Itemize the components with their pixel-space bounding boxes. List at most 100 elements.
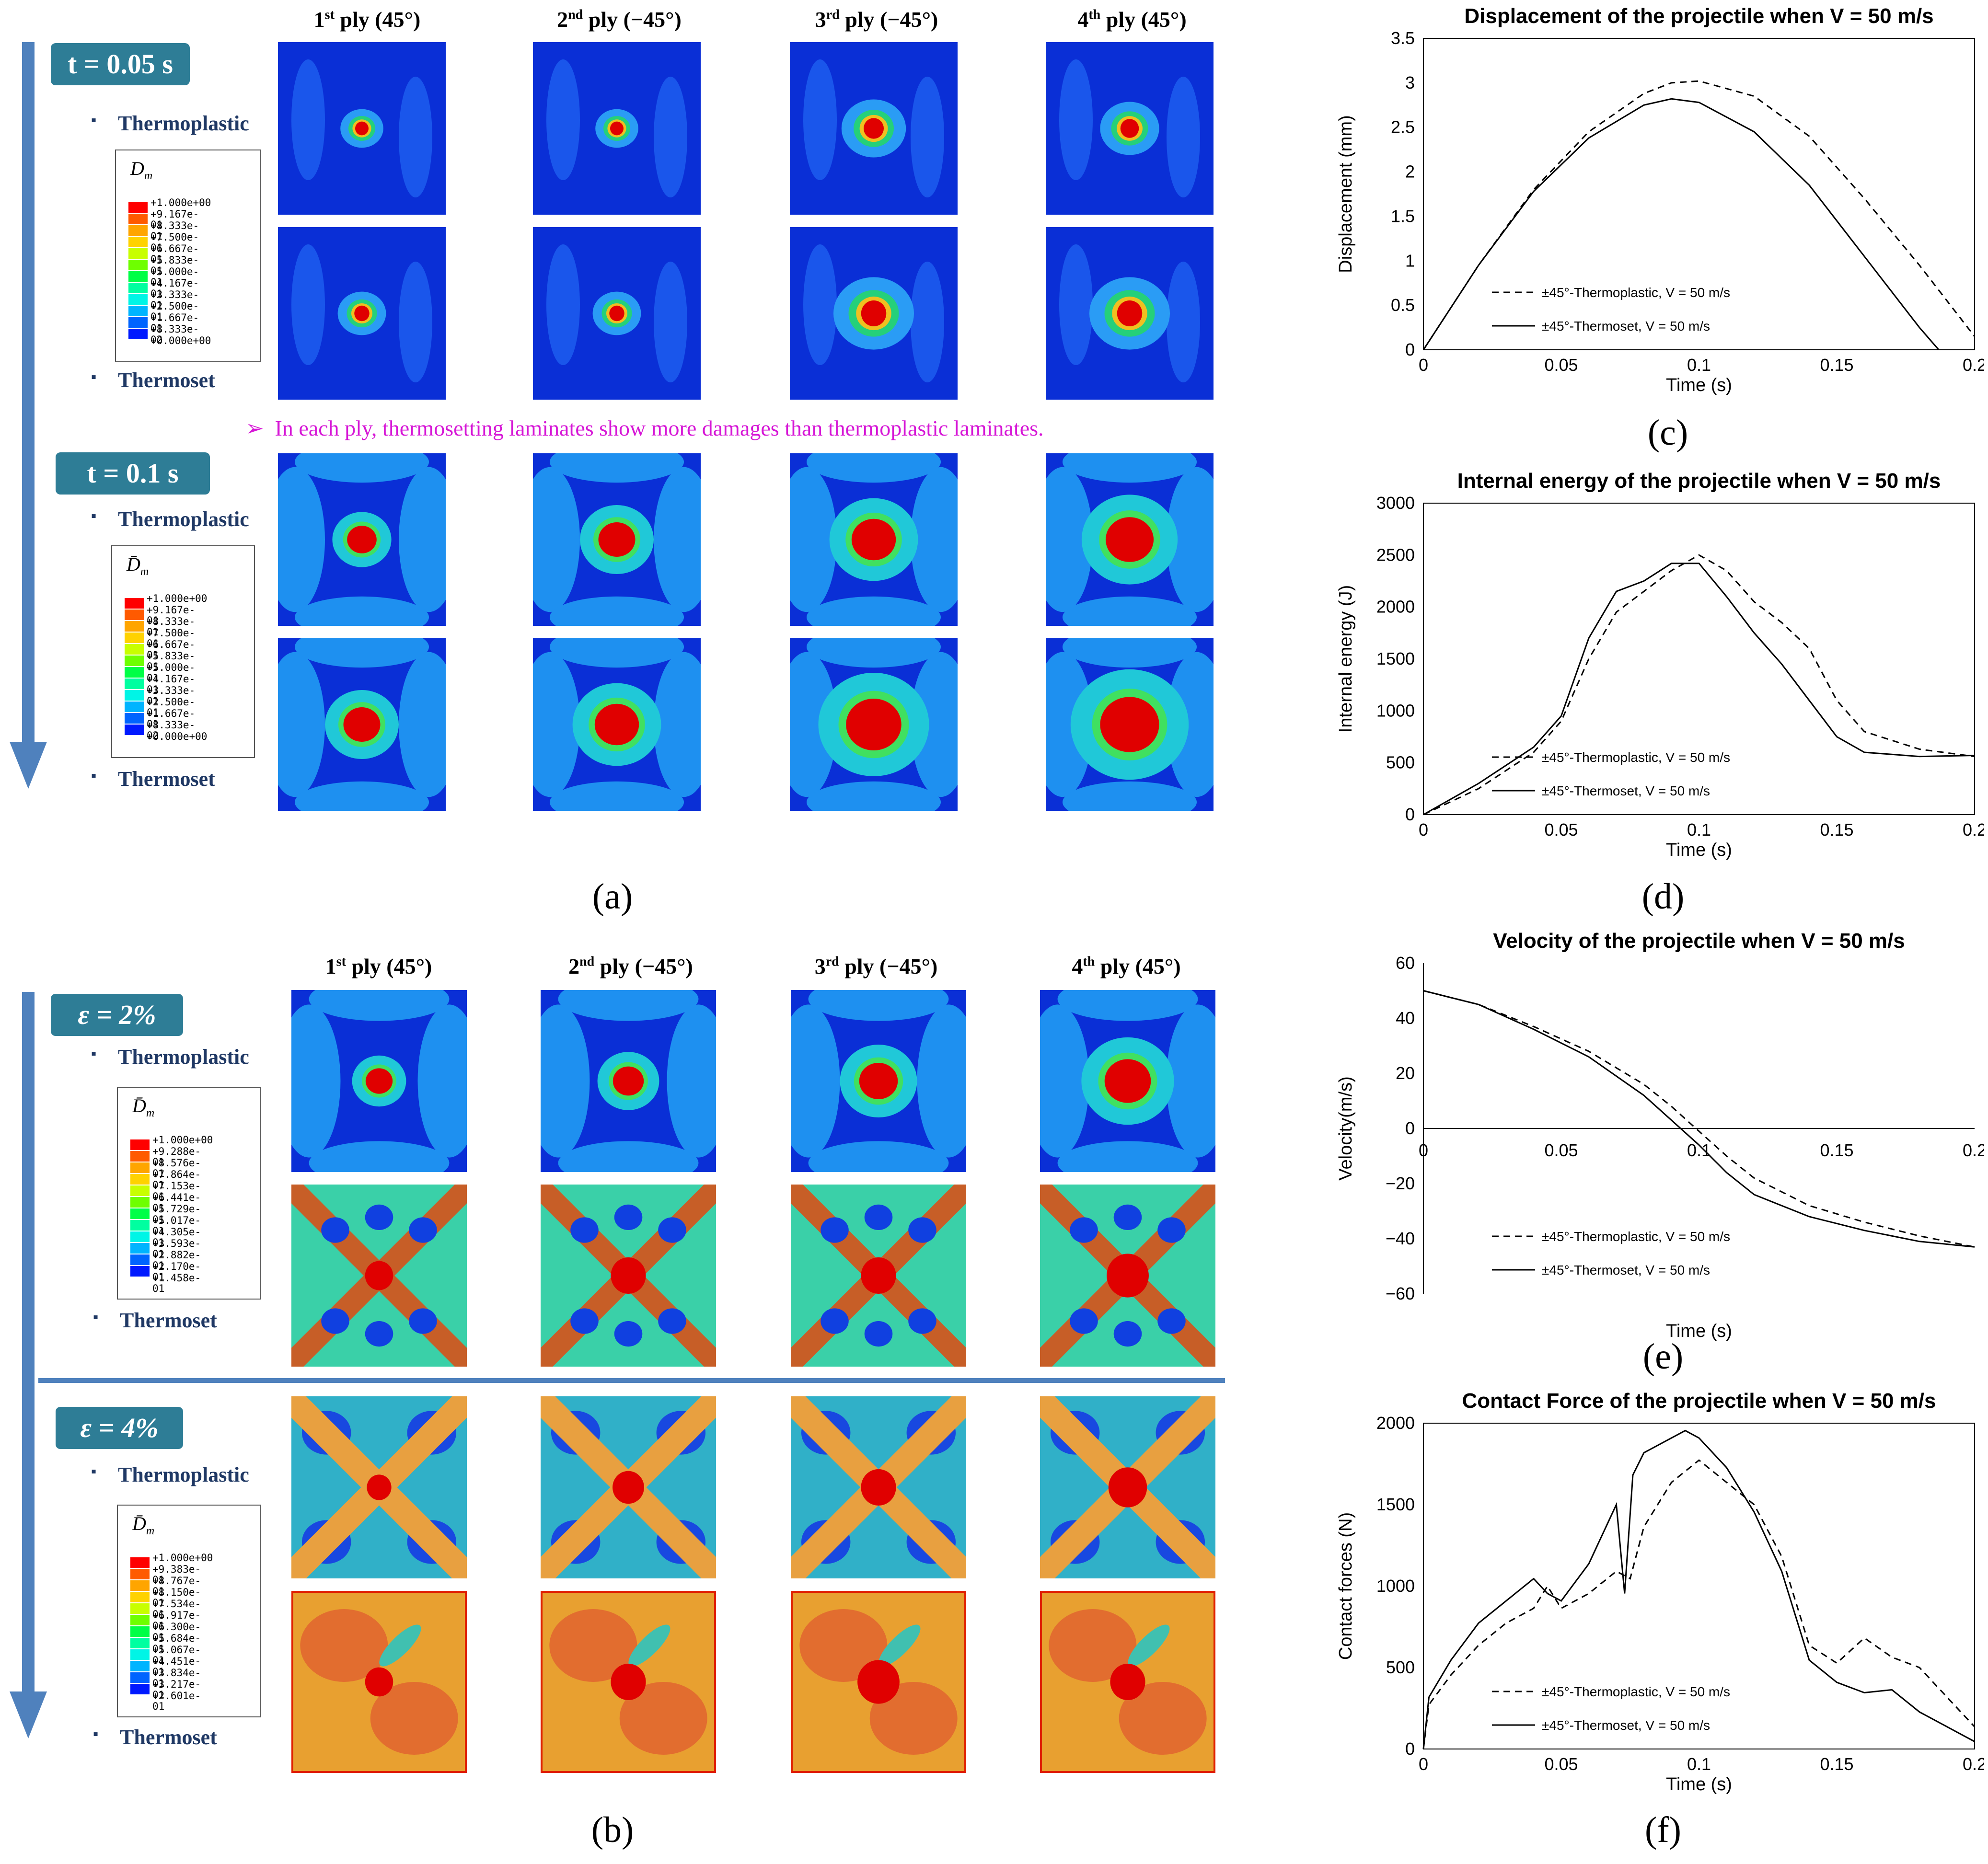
chart-d: Internal energy of the projectile when V… (1313, 465, 1987, 867)
y-tick-label: 1000 (1376, 701, 1415, 720)
legend-swatch (128, 237, 148, 247)
damage-contour-image (278, 42, 446, 215)
legend-value: +2.601e-01 (152, 1690, 201, 1712)
thermoset-label-a1: Thermoset (91, 368, 215, 392)
legend-value: +5.833e-01 (150, 254, 199, 276)
strain-label-1: ε = 2% (51, 994, 183, 1036)
legend-value: +0.000e+00 (150, 335, 211, 346)
legend-swatch (125, 690, 144, 701)
y-axis-label: Displacement (mm) (1336, 115, 1356, 273)
legend-value: +9.167e-01 (150, 208, 199, 230)
legend-value: +4.167e-01 (150, 277, 199, 299)
legend-value: +7.534e-01 (152, 1598, 201, 1620)
legend-swatch (130, 1231, 150, 1242)
damage-contour-image (1040, 1185, 1215, 1367)
damage-contour-image (791, 1396, 966, 1578)
legend-value: +1.000e+00 (147, 593, 208, 604)
panel-label-b: (b) (591, 1810, 634, 1850)
legend-swatch (130, 1174, 150, 1185)
thermoplastic-label-b1: Thermoplastic (91, 1045, 249, 1069)
legend-value: +6.300e-01 (152, 1621, 201, 1643)
legend-swatch (128, 329, 148, 339)
legend-value: +4.451e-01 (152, 1656, 201, 1678)
y-tick-label: 3000 (1376, 493, 1415, 513)
legend-swatch (130, 1672, 150, 1683)
damage-contour-image (541, 990, 716, 1172)
thermoplastic-label-a1: Thermoplastic (91, 111, 249, 136)
y-tick-label: −20 (1386, 1174, 1415, 1193)
ply-header-b4: 4th ply (45°) (1072, 954, 1181, 978)
damage-contour-image (533, 227, 701, 400)
legend-value: +0.000e+00 (147, 731, 208, 742)
y-axis-label: Contact forces (N) (1336, 1512, 1356, 1660)
y-tick-label: 1 (1405, 251, 1415, 270)
y-tick-label: 2000 (1376, 597, 1415, 617)
legend-swatch (128, 271, 148, 282)
y-tick-label: −40 (1386, 1229, 1415, 1248)
chart-e: Velocity of the projectile when V = 50 m… (1313, 925, 1987, 1346)
x-axis-label: Time (s) (1666, 840, 1732, 860)
damage-contour-image (278, 227, 446, 400)
legend-swatch (125, 725, 144, 735)
legend-value: +8.333e-02 (150, 323, 199, 345)
legend-value: +2.882e-01 (152, 1249, 201, 1271)
legend-value: +4.167e-01 (147, 673, 196, 695)
legend-value: +2.500e-01 (150, 300, 199, 322)
legend-swatch (130, 1151, 150, 1162)
legend-value: +5.000e-01 (150, 266, 199, 288)
legend-label: ±45°-Thermoplastic, V = 50 m/s (1542, 285, 1730, 300)
ply-header-b3: 3rd ply (−45°) (814, 954, 938, 978)
legend-value: +5.833e-01 (147, 650, 196, 672)
x-tick-label: 0 (1419, 1140, 1428, 1160)
legend-value: +8.333e-01 (150, 220, 199, 242)
y-tick-label: 20 (1396, 1063, 1415, 1083)
damage-contour-image (791, 1185, 966, 1367)
legend-swatch (128, 283, 148, 293)
damage-contour-image (291, 1396, 467, 1578)
damage-contour-image (1046, 638, 1214, 811)
legend-a1: Dm +1.000e+00 +9.167e-01 +8.333e-01 +7.500e… (115, 150, 261, 362)
legend-swatch (125, 598, 144, 609)
legend-swatch (125, 667, 144, 678)
legend-swatch (125, 679, 144, 689)
legend-swatch (130, 1569, 150, 1579)
x-tick-label: 0.05 (1544, 1754, 1578, 1774)
y-tick-label: 40 (1396, 1008, 1415, 1028)
x-tick-label: 0.2 (1963, 1140, 1984, 1160)
legend-swatch (130, 1208, 150, 1219)
legend-label: ±45°-Thermoplastic, V = 50 m/s (1542, 1229, 1730, 1244)
y-axis-label: Internal energy (J) (1336, 585, 1356, 733)
legend-swatch (128, 202, 148, 213)
legend-swatch (128, 260, 148, 270)
legend-swatch (130, 1580, 150, 1591)
legend-label: ±45°-Thermoplastic, V = 50 m/s (1542, 1684, 1730, 1699)
legend-value: +8.333e-01 (147, 616, 196, 638)
legend-value: +8.576e-01 (152, 1157, 201, 1179)
legend-swatch (130, 1557, 150, 1568)
chart-f: Contact Force of the projectile when V =… (1313, 1385, 1987, 1802)
legend-swatch (130, 1197, 150, 1208)
x-axis-label: Time (s) (1666, 1321, 1732, 1341)
damage-contour-image (1046, 227, 1214, 400)
legend-value: +1.667e-01 (150, 312, 199, 334)
legend-swatch (125, 610, 144, 620)
thermoplastic-label-a2: Thermoplastic (91, 507, 249, 531)
x-tick-label: 0.2 (1963, 1754, 1984, 1774)
legend-swatch (130, 1243, 150, 1254)
y-tick-label: 60 (1396, 953, 1415, 973)
x-tick-label: 0 (1419, 1754, 1428, 1774)
legend-b1: D̄m +1.000e+00 +9.288e-01 +8.576e-01 +7.864… (117, 1087, 261, 1300)
legend-value: +1.000e+00 (152, 1134, 213, 1146)
ply-header-1: 1st ply (45°) (313, 7, 421, 32)
legend-a1-title: Dm (130, 158, 153, 182)
series-line (1423, 563, 1975, 816)
damage-contour-image (291, 1591, 467, 1773)
chart-title: Internal energy of the projectile when V… (1457, 469, 1941, 493)
legend-label: ±45°-Thermoset, V = 50 m/s (1542, 1718, 1710, 1733)
x-tick-label: 0.2 (1963, 355, 1984, 375)
time-label-2: t = 0.1 s (56, 452, 210, 495)
damage-contour-image (541, 1185, 716, 1367)
series-line (1423, 990, 1975, 1248)
damage-contour-image (1040, 1396, 1215, 1578)
legend-b2: D̄m +1.000e+00 +9.383e-01 +8.767e-01 +8.150… (117, 1505, 261, 1717)
